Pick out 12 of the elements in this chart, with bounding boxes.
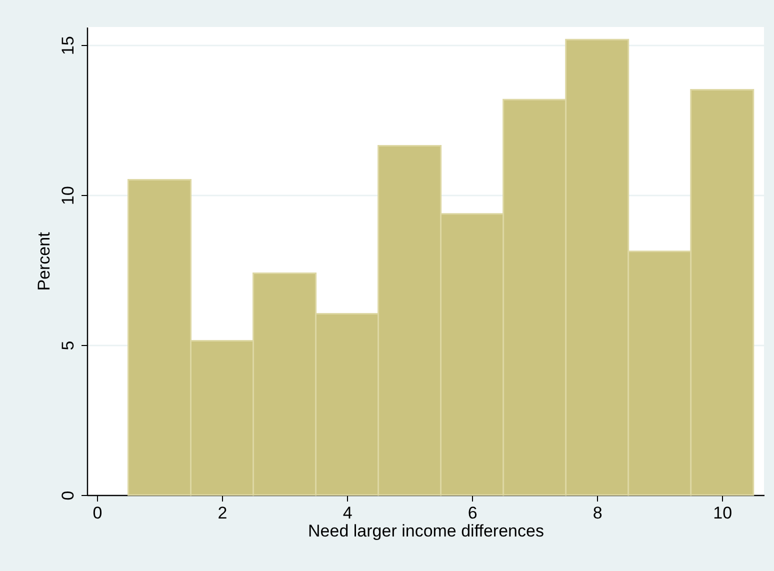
y-tick-label: 0	[58, 490, 78, 500]
x-axis-title: Need larger income differences	[308, 522, 544, 540]
x-tick-label: 2	[218, 504, 228, 522]
x-tick-label: 6	[468, 504, 478, 522]
y-tick-label: 15	[58, 36, 78, 55]
x-tick-label: 0	[92, 504, 102, 522]
x-tick-label: 10	[713, 504, 732, 522]
y-tick-label: 10	[58, 186, 78, 205]
x-tick-label: 8	[592, 504, 602, 522]
y-tick-label: 5	[58, 340, 78, 350]
y-axis-title: Percent	[34, 232, 54, 291]
x-tick-label: 4	[342, 504, 352, 522]
